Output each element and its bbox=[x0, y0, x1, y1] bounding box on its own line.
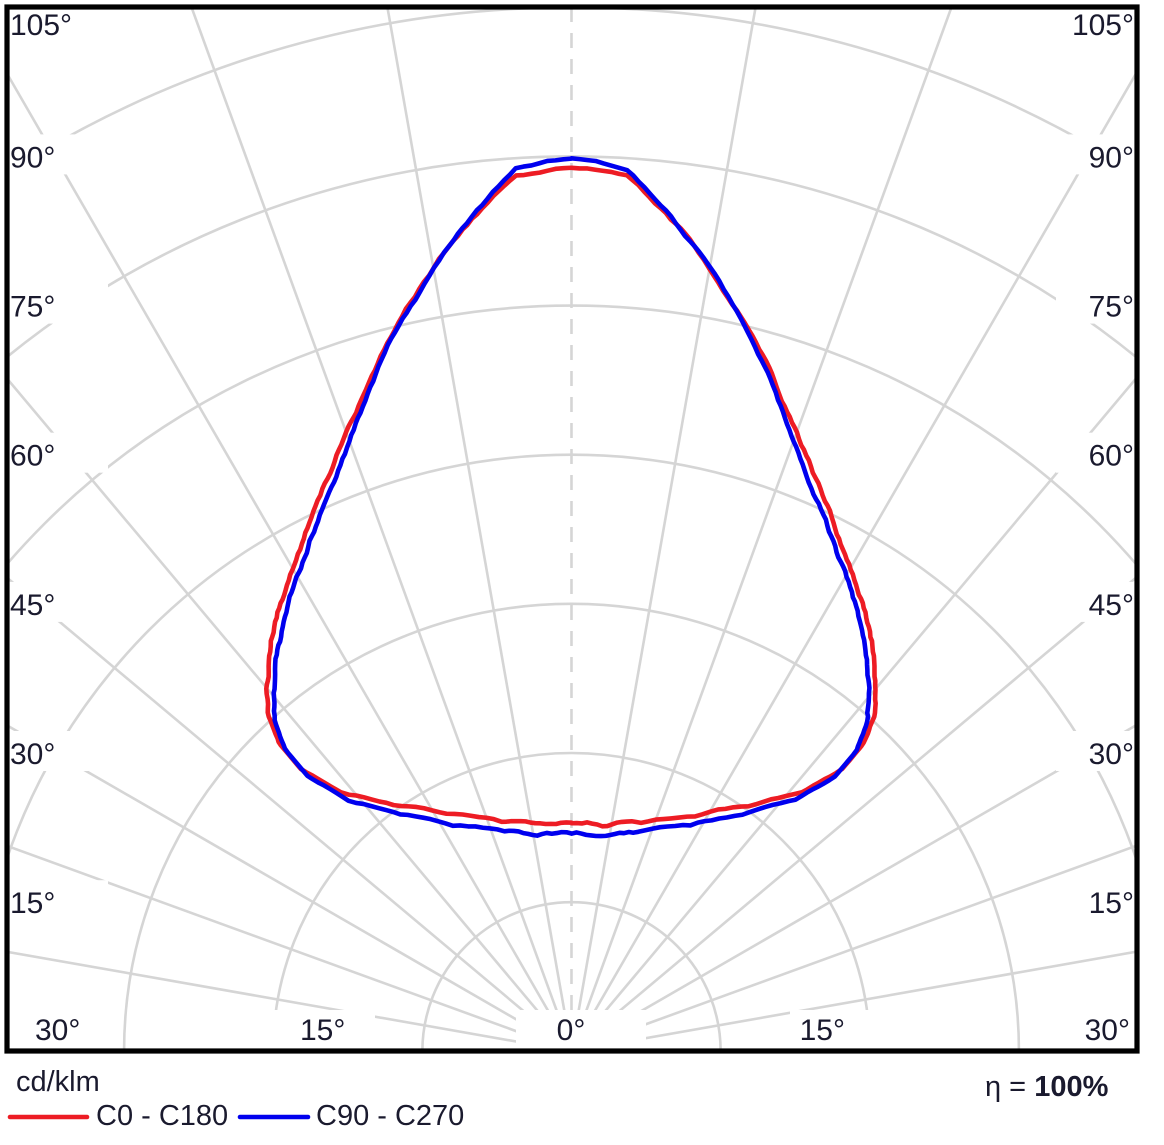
svg-text:15°: 15° bbox=[800, 1014, 845, 1047]
svg-text:45°: 45° bbox=[1089, 589, 1134, 622]
svg-text:0°: 0° bbox=[557, 1014, 586, 1047]
svg-text:45°: 45° bbox=[10, 589, 55, 622]
svg-text:90°: 90° bbox=[1089, 141, 1134, 174]
svg-text:30°: 30° bbox=[1085, 1014, 1130, 1047]
svg-text:30°: 30° bbox=[35, 1014, 80, 1047]
svg-text:60°: 60° bbox=[1089, 440, 1134, 473]
svg-text:C90 - C270: C90 - C270 bbox=[316, 1100, 464, 1132]
svg-text:η = 100%: η = 100% bbox=[985, 1071, 1109, 1103]
svg-text:105°: 105° bbox=[1072, 9, 1134, 42]
svg-text:30°: 30° bbox=[10, 738, 55, 771]
svg-text:60°: 60° bbox=[10, 440, 55, 473]
svg-text:30°: 30° bbox=[1089, 738, 1134, 771]
svg-text:15°: 15° bbox=[1089, 887, 1134, 920]
svg-text:C0 - C180: C0 - C180 bbox=[96, 1100, 228, 1132]
svg-text:105°: 105° bbox=[10, 9, 72, 42]
svg-text:75°: 75° bbox=[1089, 291, 1134, 324]
svg-text:15°: 15° bbox=[10, 887, 55, 920]
svg-text:cd/klm: cd/klm bbox=[16, 1066, 100, 1098]
svg-text:90°: 90° bbox=[10, 141, 55, 174]
svg-text:15°: 15° bbox=[300, 1014, 345, 1047]
svg-text:75°: 75° bbox=[10, 291, 55, 324]
